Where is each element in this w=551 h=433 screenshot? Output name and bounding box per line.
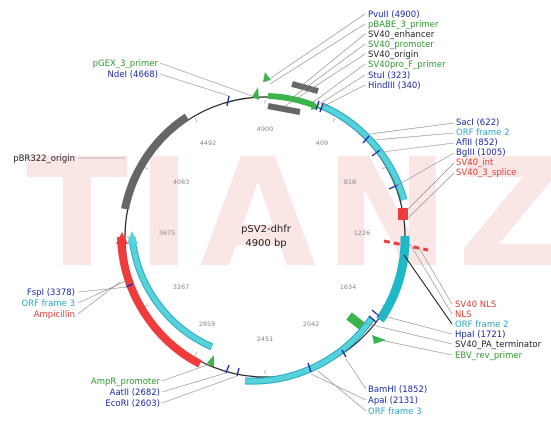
label-ebv-rev-primer[interactable]: EBV_rev_primer bbox=[455, 351, 523, 361]
label-sv40pro-f-primer[interactable]: SV40pro_F_primer bbox=[368, 60, 446, 70]
label-aflii[interactable]: AflII (852) bbox=[456, 138, 498, 148]
label-bamhi[interactable]: BamHI (1852) bbox=[368, 385, 427, 395]
label-orf-frame-2-a[interactable]: ORF frame 2 bbox=[456, 128, 510, 138]
sv40-promoter-arc[interactable] bbox=[267, 93, 315, 108]
tick-label: 3675 bbox=[159, 229, 176, 237]
orf-frame-3-arrowhead bbox=[127, 231, 138, 244]
sv40-origin-bar[interactable] bbox=[267, 103, 301, 115]
label-hpai[interactable]: HpaI (1721) bbox=[455, 330, 505, 340]
labels-top-right: PvuII (4900) pBABE_3_primer SV40_enhance… bbox=[368, 10, 446, 91]
label-sv40-promoter[interactable]: SV40_promoter bbox=[368, 40, 434, 50]
label-hindiii[interactable]: HindIII (340) bbox=[368, 81, 421, 91]
tick-label: 409 bbox=[316, 139, 328, 147]
plasmid-name: pSV2-dhfr bbox=[241, 224, 292, 235]
label-sv40-3-splice[interactable]: SV40_3_splice bbox=[456, 168, 516, 178]
label-pbabe-primer[interactable]: pBABE_3_primer bbox=[368, 20, 439, 30]
orf-frame-2-leader bbox=[403, 254, 453, 325]
label-sv40-pa-terminator[interactable]: SV40_PA_terminator bbox=[455, 340, 542, 350]
tick-label: 2451 bbox=[257, 335, 274, 343]
sv40-int-box[interactable] bbox=[398, 208, 408, 220]
label-orf-frame-2-b[interactable]: ORF frame 2 bbox=[455, 320, 509, 330]
label-sv40-origin[interactable]: SV40_origin bbox=[368, 50, 418, 60]
sv40-enhancer-bar[interactable] bbox=[291, 81, 319, 94]
labels-bottom-left: AmpR_promoter AatII (2682) EcoRI (2603) bbox=[91, 377, 161, 409]
label-orf-frame-3-b[interactable]: ORF frame 3 bbox=[368, 407, 422, 417]
labels-left-lower: FspI (3378) ORF frame 3 Ampicillin bbox=[21, 288, 75, 320]
sv40-promoter-arrowhead bbox=[311, 101, 320, 110]
label-sv40-nls[interactable]: SV40 NLS bbox=[455, 300, 496, 310]
label-orf-frame-3-a[interactable]: ORF frame 3 bbox=[21, 299, 75, 309]
label-apai[interactable]: ApaI (2131) bbox=[368, 396, 418, 406]
label-sv40-enhancer[interactable]: SV40_enhancer bbox=[368, 30, 435, 40]
label-pvuii[interactable]: PvuII (4900) bbox=[368, 10, 420, 20]
tick-label: 1226 bbox=[354, 229, 371, 237]
label-nls[interactable]: NLS bbox=[455, 310, 472, 320]
labels-bottom-right: BamHI (1852) ApaI (2131) ORF frame 3 bbox=[368, 385, 427, 417]
label-aatii[interactable]: AatII (2682) bbox=[110, 388, 160, 398]
sv40-pa-terminator-arc[interactable] bbox=[346, 312, 365, 330]
tick-label: 3267 bbox=[173, 283, 190, 291]
leader-lines bbox=[77, 13, 455, 412]
dhfr-orf-arc[interactable] bbox=[376, 235, 410, 323]
label-pbr322-origin[interactable]: pBR322_origin bbox=[13, 154, 75, 164]
ebv-rev-primer-arrow bbox=[372, 335, 386, 344]
tick-label: 1634 bbox=[340, 283, 357, 291]
labels-left: pBR322_origin bbox=[13, 154, 75, 164]
pgex-primer-arrow bbox=[252, 87, 259, 100]
labels-right-upper: SacI (622) ORF frame 2 AflII (852) BglII… bbox=[456, 118, 516, 178]
tick-label: 818 bbox=[344, 178, 356, 186]
ampicillin-arrowhead bbox=[116, 232, 128, 244]
tick-labels: 4900 409 818 1226 1634 2042 2451 2859 32… bbox=[159, 125, 371, 343]
label-ampr-promoter[interactable]: AmpR_promoter bbox=[91, 377, 161, 387]
label-bglii[interactable]: BglII (1005) bbox=[456, 148, 506, 158]
label-pgex-primer[interactable]: pGEX_3_primer bbox=[93, 59, 159, 69]
label-stui[interactable]: StuI (323) bbox=[368, 71, 410, 81]
label-ampicillin[interactable]: Ampicillin bbox=[34, 310, 75, 320]
ampr-promoter-arrow bbox=[207, 355, 214, 367]
label-saci[interactable]: SacI (622) bbox=[456, 118, 499, 128]
label-fspi[interactable]: FspI (3378) bbox=[27, 288, 75, 298]
watermark: TIANZ bbox=[26, 127, 551, 301]
label-ndei[interactable]: NdeI (4668) bbox=[108, 70, 158, 80]
tick-label: 4083 bbox=[173, 178, 190, 186]
ampicillin-arc[interactable] bbox=[117, 236, 202, 368]
plasmid-length: 4900 bp bbox=[245, 238, 286, 249]
labels-right-lower: SV40 NLS NLS ORF frame 2 HpaI (1721) SV4… bbox=[455, 300, 542, 361]
label-sv40-int[interactable]: SV40_int bbox=[456, 158, 494, 168]
tick-label: 2859 bbox=[199, 320, 216, 328]
tick-label: 4492 bbox=[200, 139, 217, 147]
tick-label: 2042 bbox=[303, 320, 320, 328]
labels-top-left: pGEX_3_primer NdeI (4668) bbox=[93, 59, 159, 80]
pbr322-origin-arc[interactable] bbox=[121, 113, 190, 210]
label-ecori[interactable]: EcoRI (2603) bbox=[105, 399, 160, 409]
tick-label: 4900 bbox=[257, 125, 274, 133]
